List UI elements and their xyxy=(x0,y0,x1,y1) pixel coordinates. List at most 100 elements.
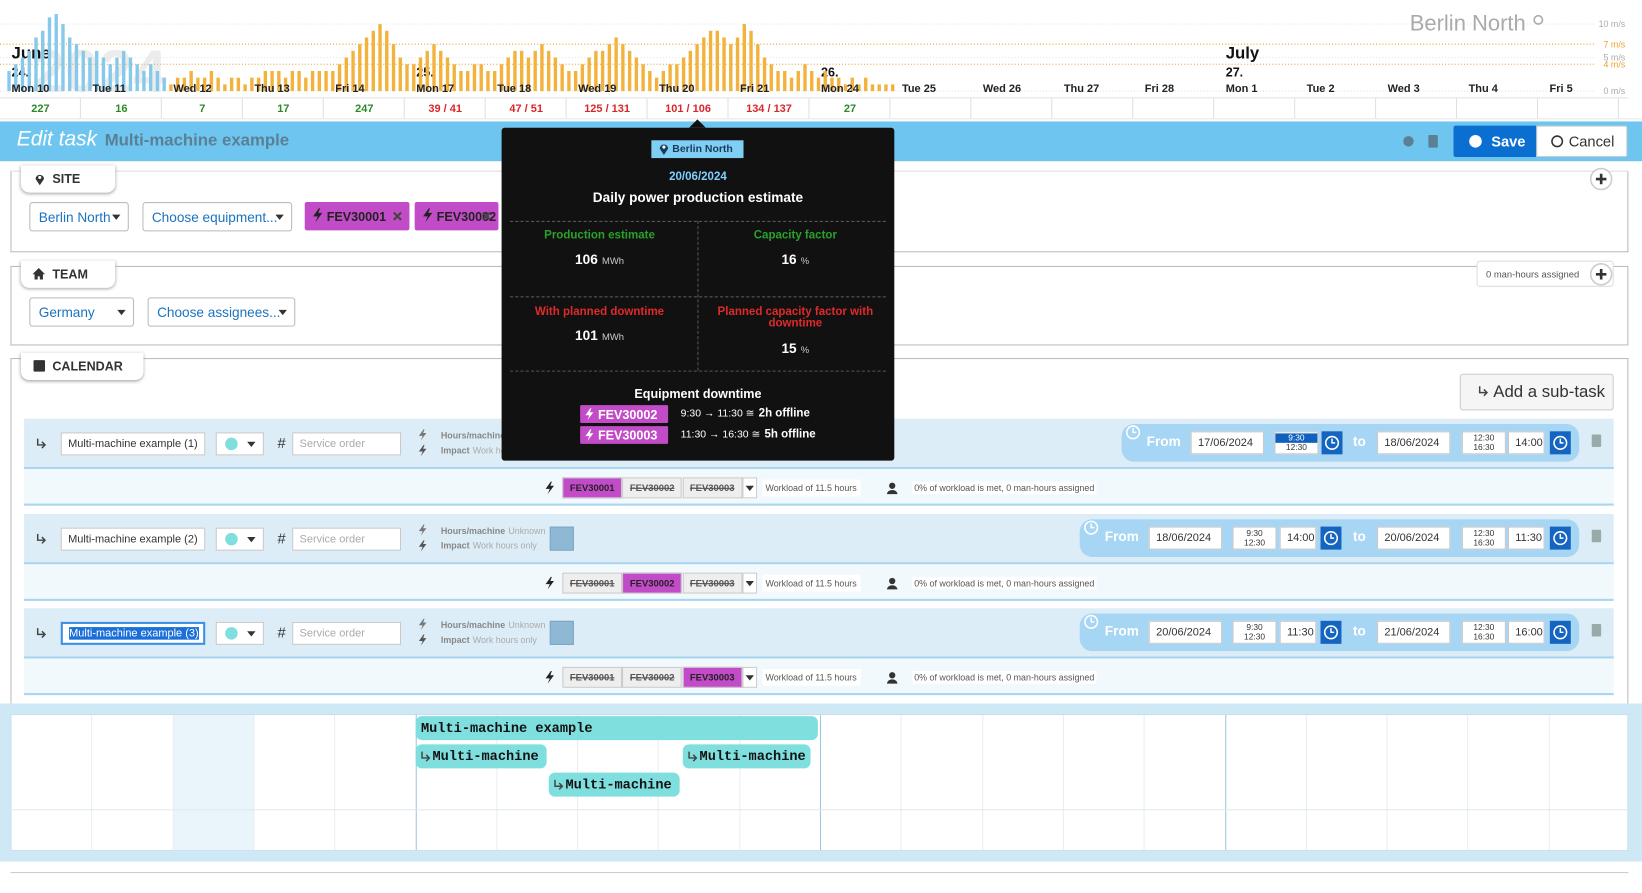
subtask-equipment-chip[interactable]: FEV30001 xyxy=(562,667,623,689)
clock-hands xyxy=(1090,523,1095,529)
wind-bar xyxy=(756,44,760,92)
impact-value: Work hours only xyxy=(472,539,537,551)
tooltip-downtime-offline: 5h offline xyxy=(764,428,816,441)
subtask-icon xyxy=(36,533,47,544)
day-label: Tue 25 xyxy=(902,83,936,95)
equipment-select[interactable]: Choose equipment... xyxy=(142,202,293,232)
time-option: 9:30 xyxy=(1246,528,1263,538)
to-label: to xyxy=(1352,528,1366,545)
clock-hands xyxy=(1331,438,1336,444)
tooltip-cell-label: Capacity factor xyxy=(753,229,837,242)
time-option: 9:30 xyxy=(1275,433,1318,443)
time-options[interactable]: 12:30 16:30 xyxy=(1461,621,1506,645)
plus-button xyxy=(1589,263,1613,286)
subtask-equipment-chip[interactable]: FEV30002 xyxy=(622,477,683,499)
delete-subtask-icon[interactable] xyxy=(1591,434,1602,448)
from-date-input[interactable]: 18/06/2024 xyxy=(1148,526,1223,550)
wind-bar xyxy=(560,64,564,92)
subtask-equipment-chip[interactable]: FEV30001 xyxy=(562,477,623,499)
equipment-chip[interactable]: FEV30002 xyxy=(414,202,499,231)
to-date-input[interactable]: 18/06/2024 xyxy=(1377,431,1451,455)
wind-bar xyxy=(600,50,605,92)
subtask-name-input[interactable]: Multi-machine example (2) xyxy=(60,527,206,551)
gantt-column-line xyxy=(91,715,93,851)
gantt-bar[interactable]: Multi-machine xyxy=(415,744,547,769)
gantt-column-line xyxy=(253,715,255,851)
delete-subtask-icon[interactable] xyxy=(1591,624,1602,637)
from-time-input[interactable]: 11:30 xyxy=(1279,621,1317,645)
wind-bar xyxy=(513,50,517,92)
wind-bar xyxy=(101,57,106,92)
color-select[interactable] xyxy=(215,432,264,456)
delete-subtask-icon[interactable] xyxy=(1591,529,1602,542)
gantt-row-line xyxy=(10,809,1629,811)
gantt-bar[interactable]: Multi-machine xyxy=(682,744,811,769)
hours-label: Hours/machine xyxy=(440,620,506,631)
bolt-shape xyxy=(418,429,427,441)
from-date-input[interactable]: 17/06/2024 xyxy=(1190,431,1264,455)
from-date-input[interactable]: 20/06/2024 xyxy=(1148,621,1223,645)
service-order-input[interactable]: Service order xyxy=(292,432,402,456)
time-options[interactable]: 12:30 16:30 xyxy=(1461,431,1506,455)
to-date-input[interactable]: 20/06/2024 xyxy=(1377,526,1451,550)
subtask-icon xyxy=(1478,386,1489,397)
bolt-shape xyxy=(585,408,594,421)
subtask-name-input[interactable]: Multi-machine example (1) xyxy=(60,432,206,456)
wind-bar xyxy=(796,70,800,92)
locate-button[interactable] xyxy=(549,621,574,646)
wind-bar xyxy=(681,57,686,92)
subtask-equipment-chip[interactable]: FEV30002 xyxy=(622,667,683,689)
wind-bar xyxy=(331,70,335,92)
color-select[interactable] xyxy=(215,622,264,646)
subtask-equipment-chip[interactable]: FEV30003 xyxy=(682,572,743,594)
color-swatch-shape xyxy=(225,532,238,546)
subtask-name-input[interactable]: Multi-machine example (3) xyxy=(60,622,206,646)
bolt-shape xyxy=(418,539,427,552)
to-date-input[interactable]: 21/06/2024 xyxy=(1377,621,1451,645)
tooltip-downtime-offline: 2h offline xyxy=(758,407,810,420)
service-order-input[interactable]: Service order xyxy=(292,527,402,551)
day-label: Fri 21 xyxy=(740,83,769,95)
wind-bar xyxy=(175,77,180,92)
time-options[interactable]: 9:30 12:30 xyxy=(1232,621,1277,645)
service-order-input[interactable]: Service order xyxy=(292,622,402,646)
subtask-equipment-chip[interactable]: FEV30002 xyxy=(622,572,683,594)
wind-bar xyxy=(526,57,531,92)
to-time-input[interactable]: 16:00 xyxy=(1507,621,1545,645)
equipment-chip[interactable]: FEV30001 xyxy=(304,202,410,231)
locate-button[interactable] xyxy=(549,526,574,551)
save-button[interactable]: Save xyxy=(1453,125,1537,158)
subtask-equipment-chip[interactable]: FEV30003 xyxy=(682,477,743,499)
caret xyxy=(247,631,256,637)
assignment-text: 0% of workload is met, 0 man-hours assig… xyxy=(912,481,1097,495)
from-time-input[interactable]: 14:00 xyxy=(1279,526,1317,550)
wind-bar xyxy=(304,77,308,92)
to-time-input[interactable]: 14:00 xyxy=(1507,431,1545,455)
bolt-shape xyxy=(423,208,433,223)
tooltip-cell-value: 106 MWh xyxy=(504,250,696,267)
gantt-bar[interactable]: Multi-machine example xyxy=(415,716,818,741)
team-select[interactable]: Germany xyxy=(29,297,135,327)
tooltip-unit: % xyxy=(800,344,810,355)
subtask-equipment-chip[interactable]: FEV30003 xyxy=(682,667,743,689)
assignee-select[interactable]: Choose assignees... xyxy=(147,297,296,327)
tooltip-cell-label: Planned capacity factor with downtime xyxy=(717,305,874,330)
person-body xyxy=(886,584,898,590)
person-head xyxy=(889,672,896,679)
day-label: Mon 1 xyxy=(1226,83,1258,95)
time-options[interactable]: 9:30 12:30 xyxy=(1232,526,1277,550)
day-label: Fri 14 xyxy=(335,83,365,95)
month-label: July xyxy=(1226,44,1260,63)
gantt-bar[interactable]: Multi-machine xyxy=(548,772,680,797)
time-options[interactable]: 12:30 16:30 xyxy=(1461,526,1506,550)
wind-bar xyxy=(202,77,207,92)
tooltip-value: 16 xyxy=(781,251,797,267)
wind-bar xyxy=(499,64,504,92)
color-select[interactable] xyxy=(215,527,264,551)
time-options[interactable]: 9:30 12:30 xyxy=(1274,431,1319,455)
to-time-input[interactable]: 11:30 xyxy=(1507,526,1545,550)
number-sign: # xyxy=(277,434,286,452)
subtask-equipment-chip[interactable]: FEV30001 xyxy=(562,572,623,594)
